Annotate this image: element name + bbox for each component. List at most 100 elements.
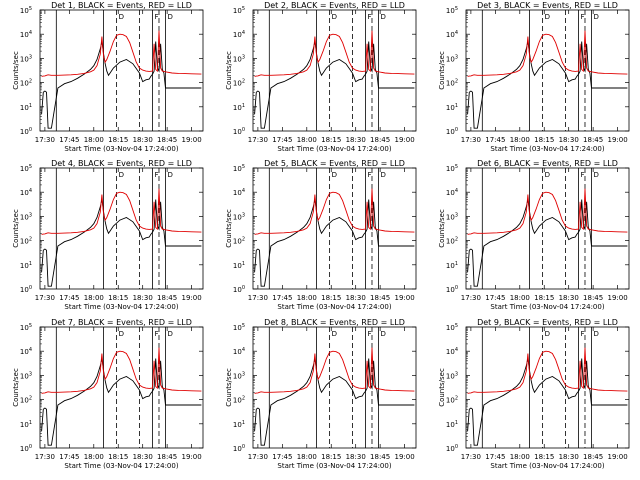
y-tick-label: 103 — [233, 54, 245, 63]
marker-annotation: D — [168, 171, 173, 179]
events-series-line — [41, 41, 202, 129]
x-tick-label: 17:45 — [485, 136, 505, 144]
x-axis-label: Start Time (03-Nov-04 17:24:00) — [490, 462, 604, 470]
x-tick-label: 18:45 — [157, 294, 177, 302]
y-axis-label: Counts/sec — [225, 368, 233, 407]
marker-annotation: F — [580, 13, 584, 21]
y-tick-label: 105 — [20, 323, 32, 332]
x-tick-label: 18:45 — [370, 453, 390, 461]
plot-frame — [39, 167, 204, 290]
marker-annotation: D — [381, 13, 386, 21]
plot-frame — [465, 167, 630, 290]
y-tick-label: 103 — [446, 371, 458, 380]
y-tick-label: 102 — [446, 396, 458, 405]
x-tick-label: 19:00 — [394, 453, 414, 461]
x-tick-label: 18:15 — [534, 294, 554, 302]
y-axis-label: Counts/sec — [12, 51, 20, 90]
detector-panel-5: 100 101 102 103 104 105 17:30 17:45 18:00 18:15 18… — [225, 159, 417, 311]
y-tick-label: 103 — [20, 54, 32, 63]
y-tick-label: 100 — [20, 127, 32, 136]
marker-annotation: F — [367, 13, 371, 21]
y-tick-label: 100 — [233, 285, 245, 294]
y-tick-label: 104 — [233, 30, 245, 39]
x-tick-label: 18:00 — [510, 294, 530, 302]
plot-frame — [252, 167, 417, 290]
marker-annotation: D — [381, 330, 386, 338]
detector-panel-2: 100 101 102 103 104 105 17:30 17:45 18:00 18:15 18… — [225, 1, 417, 153]
y-tick-label: 101 — [233, 420, 245, 429]
y-tick-label: 101 — [446, 420, 458, 429]
y-tick-label: 100 — [20, 444, 32, 453]
y-axis-label: Counts/sec — [438, 51, 446, 90]
y-tick-label: 105 — [233, 164, 245, 173]
y-tick-label: 104 — [20, 30, 32, 39]
y-tick-label: 105 — [446, 323, 458, 332]
x-tick-label: 19:00 — [607, 294, 627, 302]
marker-annotation: D — [545, 171, 550, 179]
y-axis-label: Counts/sec — [12, 209, 20, 248]
lld-series-line — [41, 188, 202, 235]
y-tick-label: 103 — [233, 212, 245, 221]
x-tick-label: 18:15 — [108, 294, 128, 302]
y-tick-label: 100 — [446, 127, 458, 136]
x-axis-label: Start Time (03-Nov-04 17:24:00) — [64, 462, 178, 470]
x-tick-label: 18:45 — [583, 294, 603, 302]
panel-title: Det 7, BLACK = Events, RED = LLD — [51, 318, 192, 327]
detector-panel-8: 100 101 102 103 104 105 17:30 17:45 18:00 18:15 18… — [225, 318, 417, 470]
x-tick-label: 17:30 — [461, 453, 481, 461]
x-tick-label: 18:00 — [84, 294, 104, 302]
x-tick-label: 19:00 — [607, 136, 627, 144]
y-axis-label: Counts/sec — [12, 368, 20, 407]
y-tick-label: 102 — [233, 396, 245, 405]
marker-annotation: D — [119, 171, 124, 179]
detector-panel-3: 100 101 102 103 104 105 17:30 17:45 18:00 18:15 18… — [438, 1, 630, 153]
y-tick-label: 101 — [20, 261, 32, 270]
y-tick-label: 102 — [446, 79, 458, 88]
x-tick-label: 17:30 — [248, 294, 268, 302]
marker-annotation: D — [545, 13, 550, 21]
lld-series-line — [254, 188, 415, 235]
x-tick-label: 18:30 — [559, 136, 579, 144]
marker-annotation: D — [168, 330, 173, 338]
y-tick-label: 100 — [20, 285, 32, 294]
x-tick-label: 19:00 — [394, 136, 414, 144]
events-series-line — [41, 199, 202, 287]
x-tick-label: 17:45 — [59, 294, 79, 302]
x-tick-label: 18:30 — [133, 136, 153, 144]
x-tick-label: 19:00 — [607, 453, 627, 461]
y-tick-label: 105 — [20, 164, 32, 173]
x-tick-label: 18:30 — [559, 453, 579, 461]
y-tick-label: 104 — [233, 347, 245, 356]
events-series-line — [254, 358, 415, 446]
x-tick-label: 17:30 — [248, 136, 268, 144]
x-tick-label: 18:45 — [157, 136, 177, 144]
marker-annotation: F — [154, 330, 158, 338]
marker-annotation: F — [154, 171, 158, 179]
y-tick-label: 102 — [20, 237, 32, 246]
y-tick-label: 102 — [233, 79, 245, 88]
x-tick-label: 17:45 — [485, 294, 505, 302]
panel-title: Det 3, BLACK = Events, RED = LLD — [477, 1, 618, 10]
y-tick-label: 101 — [233, 103, 245, 112]
x-axis-label: Start Time (03-Nov-04 17:24:00) — [64, 145, 178, 153]
x-tick-label: 18:15 — [108, 453, 128, 461]
y-tick-label: 103 — [20, 371, 32, 380]
plot-frame — [465, 326, 630, 449]
y-tick-label: 102 — [233, 237, 245, 246]
x-tick-label: 19:00 — [181, 294, 201, 302]
lld-series-line — [254, 30, 415, 77]
panel-title: Det 6, BLACK = Events, RED = LLD — [477, 159, 618, 168]
panel-title: Det 9, BLACK = Events, RED = LLD — [477, 318, 618, 327]
x-tick-label: 17:45 — [59, 453, 79, 461]
panel-title: Det 5, BLACK = Events, RED = LLD — [264, 159, 405, 168]
y-tick-label: 101 — [233, 261, 245, 270]
x-tick-label: 18:00 — [84, 453, 104, 461]
detector-panel-4: 100 101 102 103 104 105 17:30 17:45 18:00 18:15 18… — [12, 159, 204, 311]
x-tick-label: 18:30 — [346, 453, 366, 461]
marker-annotation: D — [545, 330, 550, 338]
x-tick-label: 19:00 — [394, 294, 414, 302]
events-series-line — [254, 41, 415, 129]
x-tick-label: 18:15 — [534, 453, 554, 461]
x-tick-label: 17:30 — [35, 136, 55, 144]
x-tick-label: 18:00 — [297, 453, 317, 461]
